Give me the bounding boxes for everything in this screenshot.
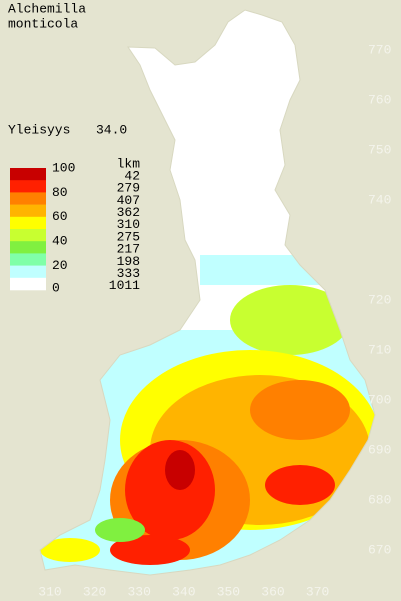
- legend-count: 310: [117, 217, 140, 232]
- legend-swatch: [10, 180, 46, 193]
- border: [39, 9, 376, 576]
- legend-scale-label: 80: [52, 185, 68, 200]
- x-axis-label: 340: [172, 584, 195, 599]
- legend-count: 362: [117, 205, 140, 220]
- y-axis-label: 720: [368, 292, 391, 307]
- legend-swatch: [10, 216, 46, 230]
- y-axis-label: 770: [368, 42, 391, 57]
- legend-swatch: [10, 192, 46, 205]
- legend-count: 333: [117, 266, 140, 281]
- legend-scale-label: 20: [52, 258, 68, 273]
- x-axis-label: 360: [261, 584, 284, 599]
- legend-swatch: [10, 265, 46, 279]
- legend-scale-label: 100: [52, 160, 75, 175]
- legend-count: 407: [117, 193, 140, 208]
- legend-count: 42: [124, 168, 140, 183]
- legend-count: 275: [117, 229, 140, 244]
- legend-swatch: [10, 168, 46, 181]
- y-axis-label: 680: [368, 492, 391, 507]
- frequency-value: 34.0: [96, 122, 127, 137]
- legend-swatch: [10, 204, 46, 218]
- legend-swatch: [10, 229, 46, 242]
- frequency-label: Yleisyys: [8, 122, 70, 137]
- legend-swatch: [10, 241, 46, 254]
- species-name: Alchemilla: [8, 1, 86, 16]
- legend-count: 217: [117, 242, 140, 257]
- y-axis-label: 740: [368, 192, 391, 207]
- x-axis-label: 330: [127, 584, 150, 599]
- y-axis-label: 760: [368, 92, 391, 107]
- legend-header: lkm: [117, 156, 141, 171]
- legend-scale-label: 60: [52, 209, 68, 224]
- y-axis-label: 750: [368, 142, 391, 157]
- legend-swatch: [10, 277, 46, 291]
- x-axis-label: 310: [38, 584, 61, 599]
- x-axis-label: 370: [306, 584, 329, 599]
- legend-scale-label: 0: [52, 280, 60, 295]
- y-axis-label: 670: [368, 542, 391, 557]
- y-axis-label: 710: [368, 342, 391, 357]
- legend-count: 198: [117, 254, 140, 269]
- y-axis-label: 690: [368, 442, 391, 457]
- legend-count: 279: [117, 181, 140, 196]
- legend-swatch: [10, 253, 46, 266]
- species-name: monticola: [8, 16, 78, 31]
- legend-scale-label: 40: [52, 234, 68, 249]
- y-axis-label: 700: [368, 392, 391, 407]
- legend-count: 1011: [109, 278, 140, 293]
- x-axis-label: 320: [83, 584, 106, 599]
- x-axis-label: 350: [217, 584, 240, 599]
